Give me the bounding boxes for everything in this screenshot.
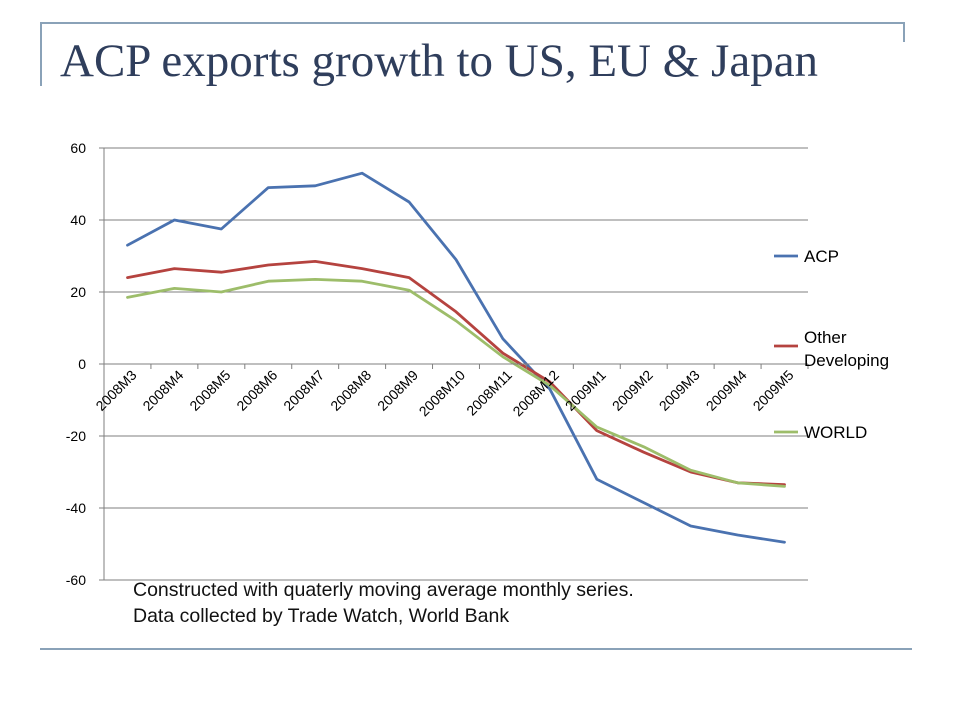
x-tick-label: 2008M8 (327, 367, 374, 414)
caption-line: Constructed with quaterly moving average… (133, 579, 634, 601)
legend-label: ACP (804, 247, 839, 266)
slide-title: ACP exports growth to US, EU & Japan (60, 35, 819, 87)
x-axis: 2008M3 2008M4 2008M5 2008M6 2008M7 2008M8 2008… (92, 363, 809, 420)
title-accent-tick-right (903, 22, 905, 42)
x-tick-label: 2008M6 (233, 367, 280, 414)
x-tick-label: 2008M7 (280, 367, 327, 414)
series-line (126, 171, 786, 544)
series-line (126, 260, 786, 486)
footer-rule (40, 648, 912, 650)
y-axis: 60 40 20 0 -20 -40 -60 (66, 140, 105, 588)
y-tick-label: 40 (70, 212, 86, 228)
x-tick-label: 2009M2 (609, 367, 656, 414)
legend-label: WORLD (804, 423, 867, 442)
y-tick-label: 60 (70, 140, 86, 156)
chart-legend: ACP Other Developing WORLD (774, 247, 889, 442)
x-tick-label: 2009M1 (562, 367, 609, 414)
x-tick-label: 2008M4 (139, 367, 186, 414)
x-tick-label: 2009M4 (703, 367, 750, 414)
y-tick-label: 20 (70, 284, 86, 300)
series-line (126, 278, 786, 488)
y-tick-label: -40 (66, 500, 86, 516)
y-tick-label: -20 (66, 428, 86, 444)
y-tick-label: -60 (66, 572, 86, 588)
x-tick-label: 2008M10 (416, 367, 469, 420)
x-tick-label: 2008M11 (463, 367, 515, 419)
x-tick-label: 2009M5 (750, 367, 797, 414)
x-tick-label: 2009M3 (656, 367, 703, 414)
x-tick-label: 2008M5 (186, 367, 233, 414)
legend-label: Other Developing (804, 328, 889, 370)
title-accent-line-top (40, 22, 905, 24)
title-accent-bar-vertical (40, 22, 42, 86)
x-tick-label: 2008M3 (92, 367, 139, 414)
source-caption: Constructed with quaterly moving average… (133, 577, 634, 629)
caption-line: Data collected by Trade Watch, World Ban… (133, 605, 510, 627)
chart-series (126, 171, 786, 544)
x-tick-label: 2008M9 (374, 367, 421, 414)
y-tick-label: 0 (78, 356, 86, 372)
